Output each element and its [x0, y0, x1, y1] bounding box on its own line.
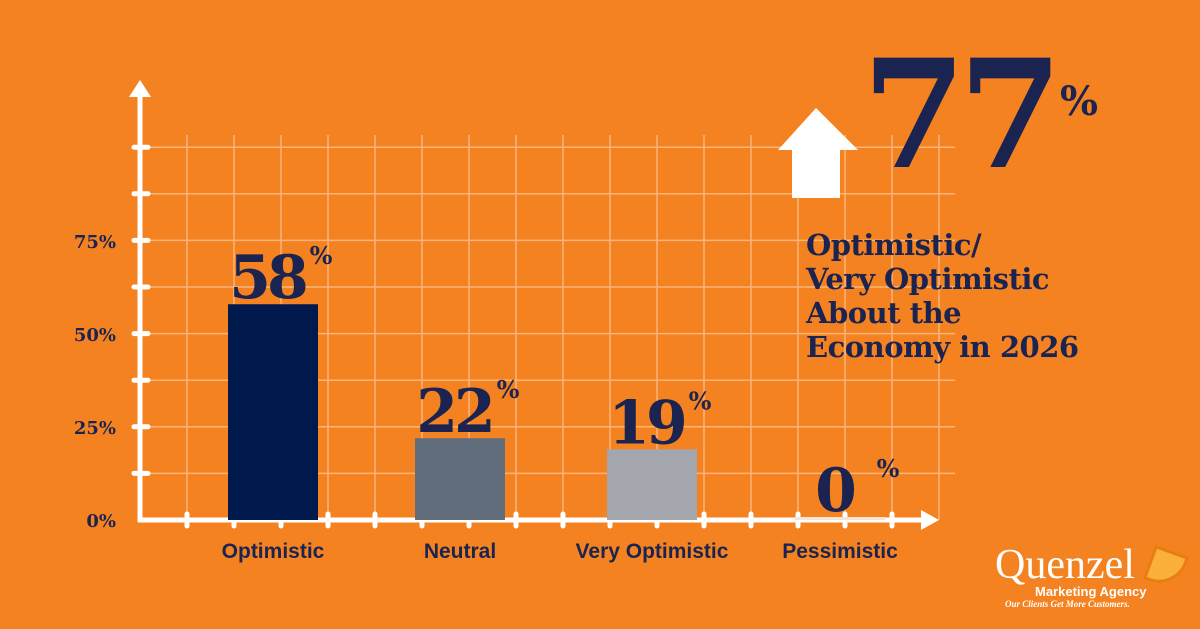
x-axis-arrow — [921, 510, 939, 530]
x-tick-label: Very Optimistic — [576, 540, 729, 563]
x-tick-label: Pessimistic — [782, 540, 898, 563]
logo-sub: Marketing Agency — [1035, 584, 1147, 599]
bar-optimistic — [228, 304, 318, 520]
y-tick-label: 0% — [86, 511, 116, 532]
callout-value: 77 — [862, 27, 1063, 203]
x-tick-label: Neutral — [424, 540, 496, 563]
logo: Quenzel Marketing Agency Our Clients Get… — [995, 542, 1147, 609]
callout-text: Optimistic/ Very Optimistic About the Ec… — [806, 228, 1079, 364]
y-tick-label: 25% — [74, 418, 116, 439]
callout-suffix: % — [1060, 78, 1099, 125]
y-axis-arrow — [129, 80, 151, 97]
bar-pessimistic — [795, 517, 885, 520]
bar-value-suffix: % — [877, 454, 900, 483]
bar-value-suffix: % — [497, 375, 520, 404]
bar-value-label: 58 — [229, 243, 306, 313]
logo-name: Quenzel — [995, 542, 1135, 588]
bar-neutral — [415, 438, 505, 520]
bar-value-suffix: % — [310, 241, 333, 270]
y-tick-label: 50% — [74, 325, 116, 346]
x-tick-label: Optimistic — [222, 540, 325, 563]
logo-tagline: Our Clients Get More Customers. — [1005, 599, 1130, 609]
bar-value-suffix: % — [689, 386, 712, 415]
bar-value-label: 0 — [815, 456, 854, 526]
bar-very-optimistic — [607, 449, 697, 520]
bar-value-label: 19 — [608, 388, 684, 458]
bar-value-label: 22 — [416, 377, 492, 447]
y-tick-label: 75% — [74, 232, 116, 253]
